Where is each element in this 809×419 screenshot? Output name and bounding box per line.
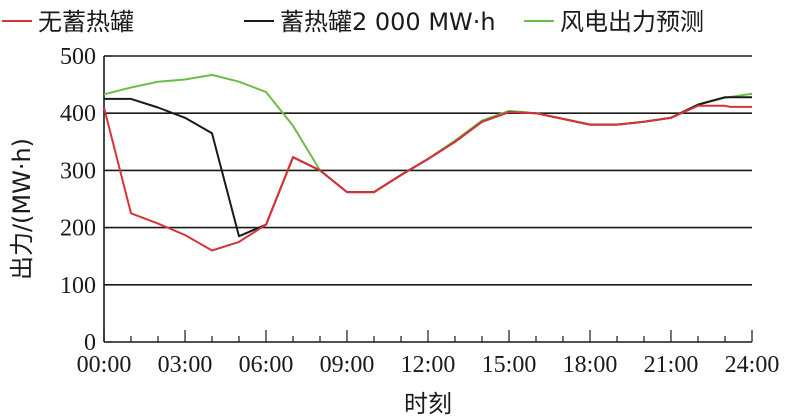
series-line-2 [103, 73, 753, 194]
axes [103, 56, 752, 343]
x-tick-label: 09:00 [320, 352, 375, 378]
series-line-1 [104, 96, 752, 238]
x-tick-group: 00:00 03:00 06:00 09:00 12:00 15:00 18:00 21:00… [77, 330, 780, 378]
y-tick-label: 100 [60, 273, 96, 299]
legend-label-1: 蓄热罐2 000 MW·h [280, 8, 496, 36]
legend-label-2: 风电出力预测 [560, 8, 704, 36]
series-layer [103, 73, 753, 252]
y-tick-group: 0 100 200 300 400 500 [60, 44, 112, 356]
y-tick-label: 500 [60, 44, 96, 70]
legend-label-0: 无蓄热罐 [38, 8, 134, 36]
x-tick-label: 24:00 [725, 352, 780, 378]
y-axis-label: 出力/(MW·h) [8, 138, 36, 280]
y-tick-label: 200 [60, 216, 96, 242]
x-tick-label: 18:00 [563, 352, 618, 378]
x-tick-label: 21:00 [644, 352, 699, 378]
x-axis-label: 时刻 [404, 390, 452, 418]
series-line-0 [103, 104, 752, 252]
x-tick-label: 06:00 [239, 352, 294, 378]
x-tick-label: 12:00 [401, 352, 456, 378]
y-tick-label: 300 [60, 158, 96, 184]
y-tick-label: 0 [84, 330, 96, 356]
legend: 无蓄热罐 蓄热罐2 000 MW·h 风电出力预测 [2, 8, 704, 36]
y-tick-label: 400 [60, 101, 96, 127]
grid-lines [104, 55, 752, 286]
x-tick-label: 03:00 [158, 352, 213, 378]
x-tick-label: 00:00 [77, 352, 132, 378]
x-tick-label: 15:00 [482, 352, 537, 378]
